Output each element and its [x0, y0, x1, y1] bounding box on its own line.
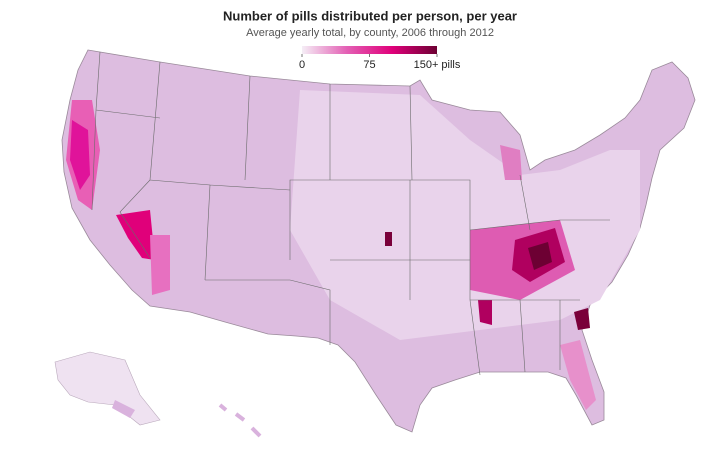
florida-fill	[560, 340, 596, 410]
hot-sc-coast	[574, 308, 590, 330]
us-map	[54, 49, 696, 438]
map-title: Number of pills distributed per person, …	[223, 8, 517, 23]
map-subtitle: Average yearly total, by county, 2006 th…	[246, 27, 494, 39]
legend-tick-label: 75	[363, 59, 375, 71]
legend-tick-label: 150+ pills	[414, 59, 461, 71]
state-borders	[91, 51, 610, 376]
hot-n-california	[70, 120, 90, 190]
hot-michigan	[500, 145, 522, 180]
hot-missouri	[385, 232, 392, 246]
hot-nevada	[116, 210, 155, 260]
legend: 0 75 150+ pills	[299, 46, 461, 71]
hot-alabama	[478, 300, 492, 325]
alaska-south	[112, 400, 135, 418]
hot-appalachia-core	[528, 242, 552, 270]
hot-arizona	[150, 235, 170, 295]
alaska	[54, 351, 161, 426]
hawaii	[218, 403, 262, 438]
legend-tick-label: 0	[299, 59, 305, 71]
legend-color-bar	[302, 46, 437, 54]
